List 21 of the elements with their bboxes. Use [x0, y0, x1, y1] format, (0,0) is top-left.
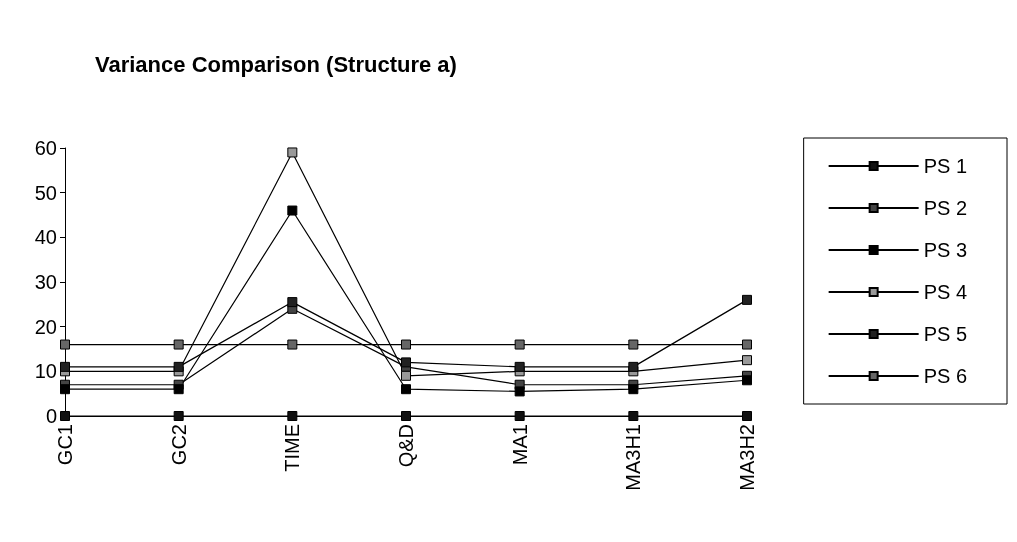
- y-tick-label: 20: [34, 315, 57, 338]
- y-tick-label: 50: [34, 181, 57, 204]
- x-tick-label: MA3H2: [736, 424, 758, 491]
- legend-label: PS 4: [923, 281, 967, 303]
- legend-label: PS 6: [923, 365, 967, 387]
- x-tick-label: MA3H1: [622, 424, 645, 491]
- y-tick-label: 10: [34, 360, 57, 383]
- x-tick-label: GC2: [167, 424, 190, 466]
- x-tick-label: GC1: [54, 424, 76, 466]
- legend-label: PS 2: [923, 197, 967, 219]
- y-tick-label: 0: [45, 405, 57, 427]
- y-tick-label: 40: [34, 226, 57, 249]
- legend-label: PS 1: [923, 155, 967, 177]
- y-tick-label: 60: [34, 137, 57, 159]
- chart-title: Variance Comparison (Structure a): [95, 51, 457, 77]
- x-tick-label: MA1: [508, 424, 531, 466]
- legend-label: PS 5: [923, 323, 967, 345]
- x-tick-label: TIME: [281, 424, 304, 472]
- y-tick-label: 30: [34, 271, 57, 293]
- x-tick-label: Q&D: [395, 424, 417, 468]
- legend-label: PS 3: [923, 239, 967, 261]
